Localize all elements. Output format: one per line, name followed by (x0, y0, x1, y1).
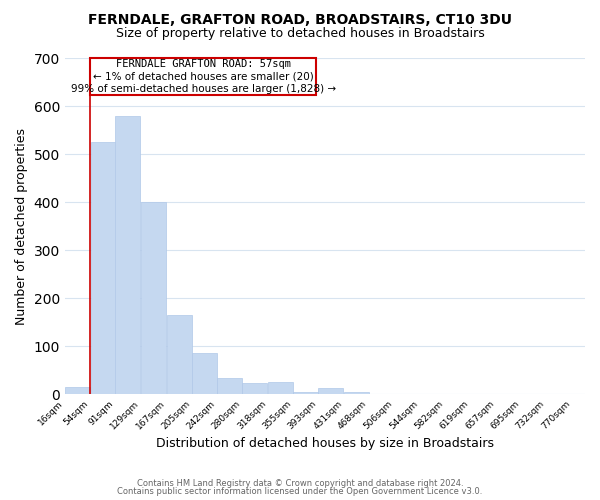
Text: ← 1% of detached houses are smaller (20): ← 1% of detached houses are smaller (20) (93, 72, 314, 82)
X-axis label: Distribution of detached houses by size in Broadstairs: Distribution of detached houses by size … (156, 437, 494, 450)
Bar (242, 384, 268, 394)
Text: Contains public sector information licensed under the Open Government Licence v3: Contains public sector information licen… (118, 487, 482, 496)
Bar (167, 315, 191, 394)
Bar (293, 392, 318, 394)
Text: Size of property relative to detached houses in Broadstairs: Size of property relative to detached ho… (116, 28, 484, 40)
Bar (217, 378, 242, 394)
Bar (268, 382, 293, 394)
Y-axis label: Number of detached properties: Number of detached properties (15, 128, 28, 324)
Bar (319, 388, 343, 394)
Bar (65, 388, 90, 394)
Bar (115, 116, 140, 394)
FancyBboxPatch shape (91, 58, 316, 96)
Bar (141, 202, 166, 394)
Text: Contains HM Land Registry data © Crown copyright and database right 2024.: Contains HM Land Registry data © Crown c… (137, 478, 463, 488)
Text: FERNDALE GRAFTON ROAD: 57sqm: FERNDALE GRAFTON ROAD: 57sqm (116, 59, 291, 69)
Bar (91, 142, 116, 395)
Text: 99% of semi-detached houses are larger (1,828) →: 99% of semi-detached houses are larger (… (71, 84, 336, 94)
Text: FERNDALE, GRAFTON ROAD, BROADSTAIRS, CT10 3DU: FERNDALE, GRAFTON ROAD, BROADSTAIRS, CT1… (88, 12, 512, 26)
Bar (344, 392, 369, 394)
Bar (192, 352, 217, 395)
